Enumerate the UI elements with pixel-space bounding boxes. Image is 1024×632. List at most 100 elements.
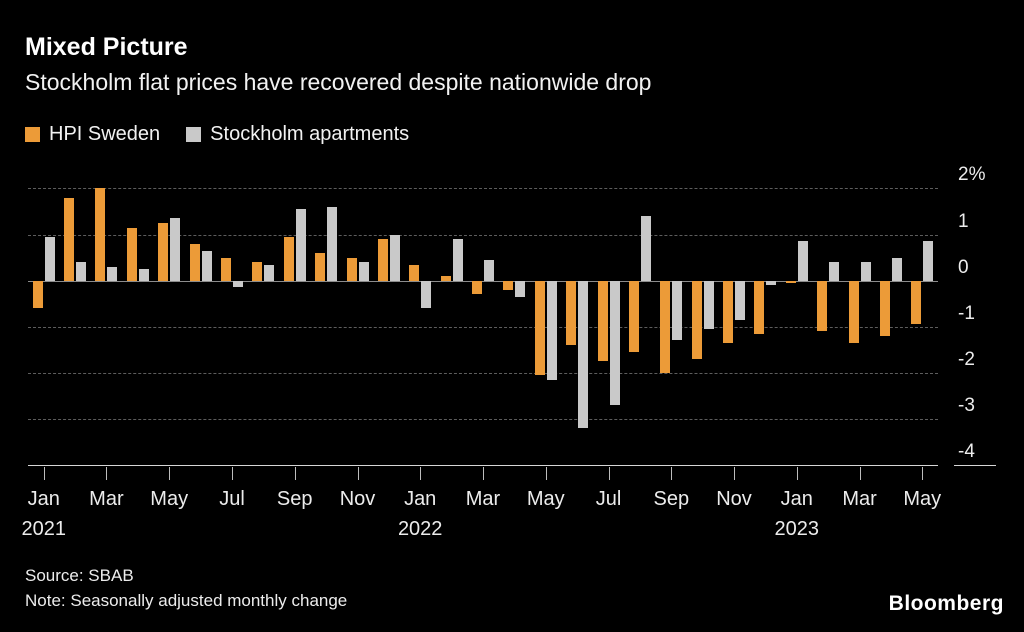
bar-stockholm-apartments [578,280,589,429]
bar-hpi-sweden [534,280,545,376]
bar-stockholm-apartments [170,218,181,281]
bar-stockholm-apartments [703,280,714,329]
bar-hpi-sweden [660,280,671,373]
bar-stockholm-apartments [389,234,400,281]
bar-chart-plot-area [28,170,938,465]
gridline [28,418,938,420]
x-axis-label: Sep [653,488,690,510]
bar-hpi-sweden [32,280,43,309]
bar-stockholm-apartments [233,280,243,288]
bar-hpi-sweden [754,280,765,334]
bar-hpi-sweden [503,280,514,290]
zero-line [28,280,938,282]
y-axis-end-line [954,465,996,466]
x-axis-label: Jan [780,488,813,510]
note-text: Note: Seasonally adjusted monthly change [25,591,348,610]
bar-hpi-sweden [158,223,169,281]
x-axis-label: Mar [89,488,124,510]
gridline [28,188,938,190]
bar-hpi-sweden [409,264,420,281]
bar-hpi-sweden [785,280,796,283]
x-tick-mark [232,467,233,480]
x-tick-mark [859,467,861,480]
x-axis-label: Mar [842,488,877,510]
y-axis-label: -3 [958,394,975,416]
x-axis-line [28,465,938,466]
x-axis-label: Jan [27,488,60,510]
bar-stockholm-apartments [44,236,55,281]
year-label: 2021 [21,518,66,540]
x-axis-label: Jul [219,488,245,510]
x-axis: Jan Mar May Jul Sep Nov Jan Mar May Jul Sep Nov Jan M… [21,465,941,555]
x-axis-label: Jan [404,488,437,510]
bar-stockholm-apartments [735,280,745,320]
bar-stockholm-apartments [829,262,840,281]
bar-hpi-sweden [95,188,106,281]
bar-stockholm-apartments [923,241,934,281]
x-axis-label: Nov [716,488,752,510]
bar-hpi-sweden [879,280,890,336]
x-axis-label: May [903,488,942,510]
chart-subtitle: Stockholm flat prices have recovered des… [25,69,652,95]
bar-stockholm-apartments [672,280,683,341]
legend-label: Stockholm apartments [210,123,410,145]
y-axis-label: -2 [958,348,975,370]
bar-hpi-sweden [597,280,608,362]
y-axis-label: 2% [958,164,986,186]
bar-hpi-sweden [283,236,294,281]
y-axis-label: -1 [958,302,975,324]
bar-stockholm-apartments [766,280,777,286]
bar-hpi-sweden [189,243,200,281]
x-tick-mark [796,467,798,480]
y-axis: 2% 1 0 -1 -2 -3 -4 [952,164,1022,470]
x-tick-mark [43,467,45,480]
bar-hpi-sweden [911,280,922,325]
x-axis-label: Nov [339,488,376,510]
bar-hpi-sweden [440,276,451,281]
bar-stockholm-apartments [609,280,620,406]
x-tick-mark [169,467,171,480]
bar-hpi-sweden [221,257,231,281]
x-tick-mark [294,467,296,480]
legend-item-stockholm-apartments: Stockholm apartments [186,123,409,146]
bar-hpi-sweden [126,227,137,281]
bar-hpi-sweden [252,262,263,281]
bar-stockholm-apartments [327,206,338,281]
x-tick-mark [357,467,359,480]
bar-stockholm-apartments [295,209,306,281]
x-axis-label: May [526,488,565,510]
chart-title: Mixed Picture [25,33,188,61]
source-text: Source: SBAB [25,566,134,585]
bar-stockholm-apartments [452,239,463,281]
bar-stockholm-apartments [860,262,871,281]
x-tick-mark [545,467,547,480]
bar-stockholm-apartments [484,259,494,281]
chart-legend: HPI Sweden Stockholm apartments [25,123,409,146]
x-axis-label: Mar [465,488,501,510]
bar-stockholm-apartments [640,216,651,281]
bar-hpi-sweden [64,197,75,281]
bar-stockholm-apartments [546,280,557,380]
legend-swatch-gray-icon [186,127,202,142]
year-label: 2023 [774,518,820,540]
y-axis-label: 0 [958,256,969,278]
bar-hpi-sweden [472,280,482,295]
x-tick-mark [483,467,484,480]
x-tick-mark [671,467,673,480]
x-tick-mark [734,467,735,480]
x-axis-label: Jul [595,488,622,510]
bar-hpi-sweden [315,253,326,281]
legend-label: HPI Sweden [49,123,161,145]
legend-swatch-orange-icon [25,127,40,142]
bar-stockholm-apartments [515,280,526,297]
x-tick-mark [106,467,108,480]
bar-stockholm-apartments [358,262,369,281]
bar-hpi-sweden [691,280,702,359]
bar-stockholm-apartments [264,264,275,281]
x-tick-mark [420,467,422,480]
bar-hpi-sweden [346,257,357,281]
gridline [28,326,938,328]
legend-item-hpi-sweden: HPI Sweden [25,123,160,146]
bar-hpi-sweden [377,239,388,281]
